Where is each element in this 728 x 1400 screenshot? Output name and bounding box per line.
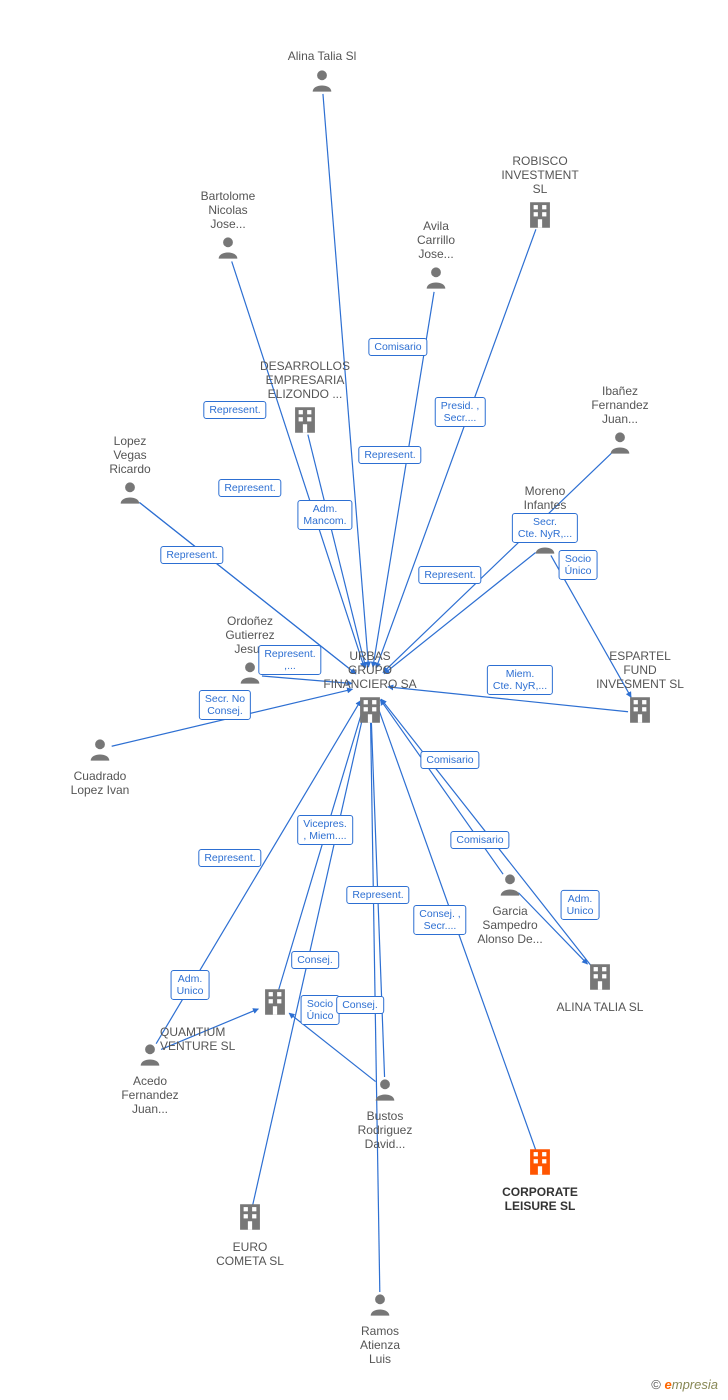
edge-label[interactable]: Consej. [291,951,339,969]
node-alina_talia_sl[interactable]: ALINA TALIA SL [540,960,660,1015]
node-bartolome[interactable]: Bartolome Nicolas Jose... [168,190,288,266]
node-urbas[interactable]: URBAS GRUPO FINANCIERO SA [310,650,430,732]
edge-label[interactable]: Represent. [203,401,266,419]
edge-label[interactable]: Socio Único [301,995,340,1025]
edge-label[interactable]: Vicepres. , Miem.... [297,815,353,845]
edge-label[interactable]: Represent. [160,546,223,564]
edge-label[interactable]: Adm. Unico [561,890,600,920]
node-label: ESPARTEL FUND INVESMENT SL [580,650,700,691]
node-label: Bartolome Nicolas Jose... [168,190,288,231]
brand-rest: mpresia [672,1377,718,1392]
node-avila[interactable]: Avila Carrillo Jose... [376,220,496,296]
edge-label[interactable]: Comisario [368,338,427,356]
edge-quamtium-center [278,702,364,990]
node-ramos[interactable]: Ramos Atienza Luis [320,1290,440,1366]
node-euro_cometa[interactable]: EURO COMETA SL [190,1200,310,1269]
node-label: CORPORATE LEISURE SL [480,1186,600,1214]
edge-label[interactable]: Represent. [198,849,261,867]
node-label: EURO COMETA SL [190,1241,310,1269]
edge-label[interactable]: Adm. Unico [171,970,210,1000]
copyright-symbol: © [651,1377,661,1392]
edge-label[interactable]: Comisario [420,751,479,769]
node-label: Ibañez Fernandez Juan... [560,385,680,426]
edge-label[interactable]: Comisario [450,831,509,849]
node-label: URBAS GRUPO FINANCIERO SA [310,650,430,691]
node-label: Bustos Rodriguez David... [325,1110,445,1151]
edge-label[interactable]: Represent. [418,566,481,584]
node-label: Acedo Fernandez Juan... [90,1075,210,1116]
edge-desarrollos-center [308,435,366,668]
node-label: ALINA TALIA SL [540,1001,660,1015]
node-espartel[interactable]: ESPARTEL FUND INVESMENT SL [580,650,700,732]
edge-label[interactable]: Consej. , Secr.... [413,905,466,935]
copyright: © empresia [651,1377,718,1392]
node-label: DESARROLLOS EMPRESARIA ELIZONDO ... [245,360,365,401]
edge-label[interactable]: Adm. Mancom. [297,500,352,530]
edge-label[interactable]: Represent. [218,479,281,497]
node-label: Alina Talia Sl [262,50,382,64]
edge-label[interactable]: Represent. [346,886,409,904]
edge-label[interactable]: Secr. Cte. NyR,... [512,513,578,543]
edge-label[interactable]: Represent. [358,446,421,464]
node-label: ROBISCO INVESTMENT SL [480,155,600,196]
node-bustos[interactable]: Bustos Rodriguez David... [325,1075,445,1151]
node-ibanez[interactable]: Ibañez Fernandez Juan... [560,385,680,461]
edge-label[interactable]: Secr. No Consej. [199,690,251,720]
node-garcia[interactable]: Garcia Sampedro Alonso De... [450,870,570,946]
node-label: Garcia Sampedro Alonso De... [450,905,570,946]
brand-initial: e [665,1377,672,1392]
edge-label[interactable]: Socio Único [559,550,598,580]
node-label: Lopez Vegas Ricardo [70,435,190,476]
node-label: Ramos Atienza Luis [320,1325,440,1366]
node-alina_talia_top[interactable]: Alina Talia Sl [262,50,382,99]
node-label: Avila Carrillo Jose... [376,220,496,261]
node-lopez_vegas[interactable]: Lopez Vegas Ricardo [70,435,190,511]
edge-label[interactable]: Represent. ,... [258,645,321,675]
node-robisco[interactable]: ROBISCO INVESTMENT SL [480,155,600,237]
edge-label[interactable]: Consej. [336,996,384,1014]
edge-bartolome-center [232,261,365,667]
node-cuadrado[interactable]: Cuadrado Lopez Ivan [40,735,160,798]
edge-label[interactable]: Miem. Cte. NyR,... [487,665,553,695]
node-acedo[interactable]: Acedo Fernandez Juan... [90,1040,210,1116]
edge-label[interactable]: Presid. , Secr.... [435,397,486,427]
node-corporate[interactable]: CORPORATE LEISURE SL [480,1145,600,1214]
node-label: Cuadrado Lopez Ivan [40,770,160,798]
